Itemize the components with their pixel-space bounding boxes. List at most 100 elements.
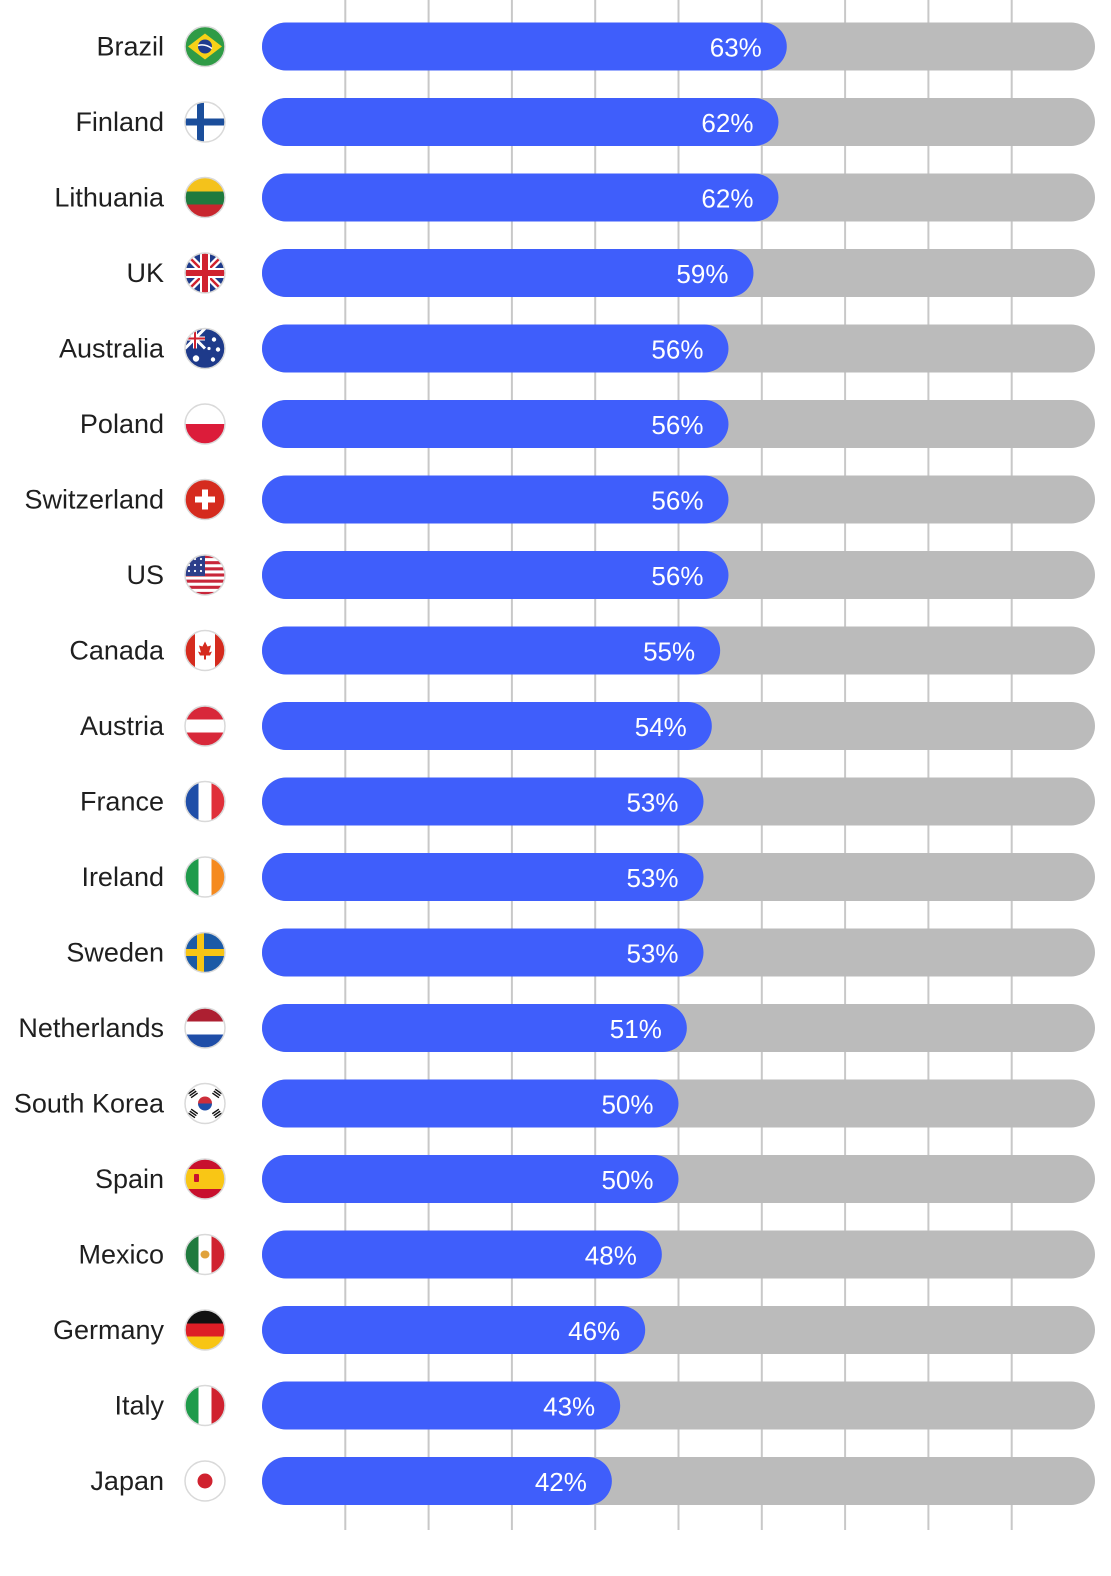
country-label: Spain <box>95 1164 164 1194</box>
mexico-flag-icon <box>184 1233 226 1276</box>
value-label: 43% <box>543 1392 595 1422</box>
bar <box>262 1004 687 1052</box>
bar-row: Finland 62% <box>75 98 1095 146</box>
value-label: 53% <box>626 863 678 893</box>
bar <box>262 1079 679 1128</box>
value-label: 62% <box>701 184 753 214</box>
bar-row: UK 59% <box>126 249 1095 297</box>
country-label: Brazil <box>96 32 164 62</box>
bar-row: Japan 42% <box>90 1457 1095 1505</box>
us-flag-icon <box>184 554 226 596</box>
bar <box>262 777 704 826</box>
value-label: 48% <box>585 1241 637 1271</box>
bar-row: Poland 56% <box>80 400 1095 448</box>
country-label: Australia <box>59 334 165 364</box>
bar-row: Switzerland 56% <box>24 475 1095 524</box>
bar-row: Germany 46% <box>53 1306 1095 1354</box>
value-label: 53% <box>626 939 678 969</box>
poland-flag-icon <box>184 403 226 445</box>
value-label: 62% <box>701 108 753 138</box>
bar <box>262 551 729 599</box>
bar-row: Spain 50% <box>95 1155 1095 1203</box>
value-label: 56% <box>651 486 703 516</box>
bar <box>262 853 704 901</box>
bar-row: Italy 43% <box>114 1381 1095 1430</box>
country-label: Ireland <box>81 862 164 892</box>
ireland-flag-icon <box>184 856 226 898</box>
bar-row: Lithuania 62% <box>54 173 1095 222</box>
bar <box>262 1155 679 1203</box>
lithuania-flag-icon <box>184 176 226 219</box>
country-label: Japan <box>90 1466 164 1496</box>
bar <box>262 98 779 146</box>
gridlines <box>344 0 1013 1530</box>
canada-flag-icon <box>184 629 226 672</box>
value-label: 63% <box>710 33 762 63</box>
bar <box>262 1306 646 1354</box>
country-label: Germany <box>53 1315 165 1345</box>
value-label: 42% <box>535 1467 587 1497</box>
value-label: 56% <box>651 561 703 591</box>
country-label: US <box>126 560 164 590</box>
bar <box>262 475 729 524</box>
country-label: Austria <box>80 711 165 741</box>
country-label: France <box>80 787 164 817</box>
country-label: UK <box>126 258 164 288</box>
value-label: 53% <box>626 788 678 818</box>
bar <box>262 22 787 71</box>
country-label: Canada <box>69 636 165 666</box>
sweden-flag-icon <box>184 931 226 974</box>
bar <box>262 400 729 448</box>
bar <box>262 702 712 750</box>
bar <box>262 249 754 297</box>
bar <box>262 928 704 977</box>
value-label: 50% <box>601 1090 653 1120</box>
country-label: Switzerland <box>24 485 164 515</box>
brazil-flag-icon <box>184 25 226 68</box>
bar-row: US 56% <box>126 551 1095 599</box>
bar <box>262 626 721 675</box>
france-flag-icon <box>184 780 226 823</box>
bar <box>262 1230 662 1279</box>
bar-row: Austria 54% <box>80 702 1095 750</box>
value-label: 59% <box>676 259 728 289</box>
country-label: Italy <box>114 1391 164 1421</box>
bar <box>262 1381 621 1430</box>
bar-rows: Brazil 63% Finland 62% Lithuania 62% UK 59% Aust… <box>14 22 1095 1505</box>
bar-row: South Korea 50% <box>14 1079 1095 1128</box>
bar-row: Netherlands 51% <box>18 1004 1095 1052</box>
germany-flag-icon <box>184 1309 226 1351</box>
switzerland-flag-icon <box>184 478 226 521</box>
value-label: 55% <box>643 637 695 667</box>
country-label: Lithuania <box>54 183 165 213</box>
country-label: Mexico <box>78 1240 164 1270</box>
australia-flag-icon <box>184 327 226 370</box>
value-label: 56% <box>651 410 703 440</box>
bar-row: Australia 56% <box>59 324 1095 373</box>
value-label: 54% <box>635 712 687 742</box>
bar-row: Sweden 53% <box>66 928 1095 977</box>
italy-flag-icon <box>184 1384 226 1427</box>
japan-flag-icon <box>184 1460 226 1502</box>
bar <box>262 324 729 373</box>
bar <box>262 1457 612 1505</box>
uk-flag-icon <box>184 252 226 294</box>
value-label: 46% <box>568 1316 620 1346</box>
country-label: Finland <box>75 107 164 137</box>
finland-flag-icon <box>184 101 226 143</box>
value-label: 51% <box>610 1014 662 1044</box>
value-label: 50% <box>601 1165 653 1195</box>
netherlands-flag-icon <box>184 1007 226 1049</box>
bar-row: Ireland 53% <box>81 853 1095 901</box>
south-korea-flag-icon <box>184 1082 226 1125</box>
bar-row: Mexico 48% <box>78 1230 1095 1279</box>
country-label: Sweden <box>66 938 164 968</box>
spain-flag-icon <box>184 1158 226 1200</box>
country-label: South Korea <box>14 1089 165 1119</box>
bar-row: Brazil 63% <box>96 22 1095 71</box>
bar-row: France 53% <box>80 777 1095 826</box>
country-label: Netherlands <box>18 1013 164 1043</box>
country-label: Poland <box>80 409 164 439</box>
austria-flag-icon <box>184 705 226 747</box>
